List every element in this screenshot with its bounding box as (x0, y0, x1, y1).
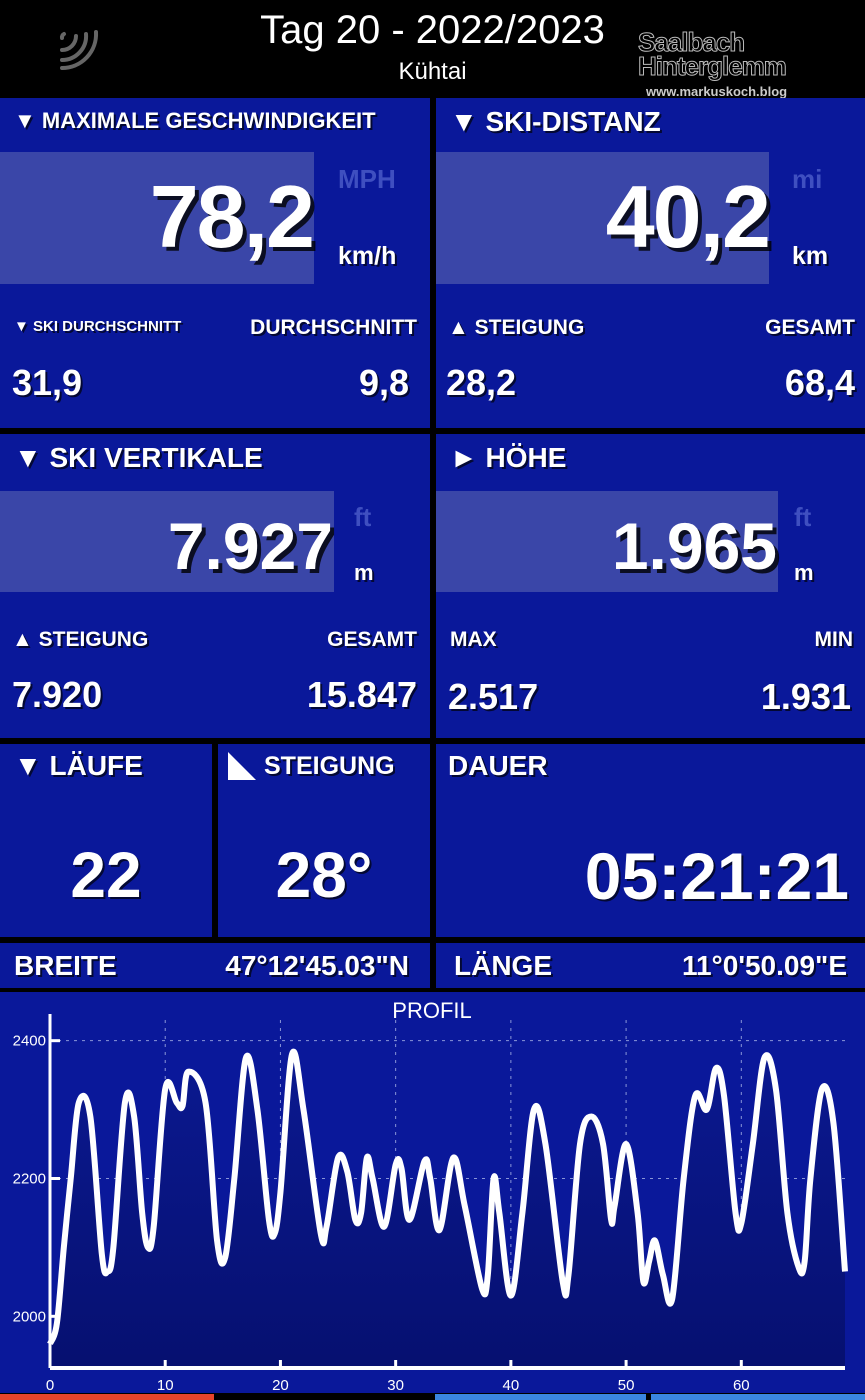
header-title: Tag 20 - 2022/2023 (260, 8, 605, 52)
y-tick-label: 2000 (13, 1308, 46, 1325)
y-tick-label: 2200 (13, 1170, 46, 1187)
x-tick-label: 40 (503, 1377, 520, 1393)
vertical-climb-label: ▲ STEIGUNG (12, 628, 149, 651)
vertical-alt-unit[interactable]: ft (354, 502, 372, 532)
longitude-panel (436, 943, 865, 988)
x-tick-label: 30 (387, 1377, 404, 1393)
runs-value: 22 (70, 839, 142, 911)
vertical-total-value: 15.847 (306, 674, 417, 715)
longitude-value: 11°0'50.09"E (681, 950, 847, 981)
header-subtitle: Kühtai (398, 58, 467, 85)
duration-title: DAUER (448, 750, 548, 781)
altitude-max-value: 2.517 (448, 676, 539, 717)
vertical-value: 7.927 (167, 509, 333, 583)
vertical-title[interactable]: ▼ SKI VERTIKALE (14, 442, 263, 473)
speed-unit[interactable]: km/h (338, 242, 397, 270)
distance-climb-value: 28,2 (446, 362, 517, 403)
ski-avg-value: 31,9 (12, 362, 83, 403)
distance-title[interactable]: ▼ SKI-DISTANZ (450, 106, 661, 137)
distance-value: 40,2 (605, 167, 771, 266)
signal-waves-icon[interactable] (56, 26, 104, 72)
ski-avg-label: ▼ SKI DURCHSCHNITT (14, 318, 182, 335)
altitude-max-label: MAX (450, 628, 497, 651)
runs-panel[interactable] (0, 744, 212, 937)
tab-red[interactable] (0, 1394, 214, 1400)
altitude-unit[interactable]: m (794, 560, 814, 585)
logo-text: Saalbach Hinterglemm (638, 27, 788, 81)
vertical-total-label: GESAMT (327, 628, 417, 651)
latitude-value: 47°12'45.03"N (225, 950, 409, 981)
slope-title: STEIGUNG (264, 752, 395, 780)
x-tick-label: 50 (618, 1377, 635, 1393)
vertical-highlight (0, 491, 334, 592)
profile-line (47, 1048, 848, 1346)
runs-title[interactable]: ▼ LÄUFE (14, 750, 143, 781)
slope-value: 28° (275, 839, 373, 911)
speed-alt-unit[interactable]: MPH (338, 164, 396, 194)
altitude-alt-unit[interactable]: ft (794, 502, 812, 532)
duration-panel[interactable] (436, 744, 865, 937)
x-tick-label: 20 (272, 1377, 289, 1393)
x-tick-label: 0 (46, 1377, 54, 1393)
duration-value: 05:21:21 (584, 839, 849, 913)
latitude-label: BREITE (14, 950, 117, 981)
altitude-value: 1.965 (611, 509, 777, 583)
chart-title: PROFIL (392, 998, 471, 1023)
tab-blue-1[interactable] (435, 1394, 646, 1400)
x-tick-label: 60 (733, 1377, 750, 1393)
distance-unit[interactable]: km (792, 242, 829, 270)
distance-highlight (436, 152, 769, 284)
tab-blue-2[interactable] (651, 1394, 865, 1400)
slope-panel[interactable] (218, 744, 430, 937)
vertical-climb-value: 7.920 (12, 674, 103, 715)
speed-title[interactable]: ▼ MAXIMALE GESCHWINDIGKEIT (14, 108, 376, 133)
x-tick-label: 10 (157, 1377, 174, 1393)
logo-url: www.markuskoch.blog (646, 84, 788, 99)
speed-highlight (0, 152, 314, 284)
distance-alt-unit[interactable]: mi (792, 164, 823, 194)
avg-label: DURCHSCHNITT (250, 316, 417, 339)
distance-total-label: GESAMT (765, 316, 855, 339)
longitude-label: LÄNGE (454, 950, 552, 981)
profile-area (50, 1051, 845, 1368)
y-tick-label: 2400 (13, 1033, 46, 1050)
altitude-min-label: MIN (814, 628, 854, 651)
latitude-panel (0, 943, 430, 988)
avg-value: 9,8 (358, 362, 409, 403)
profile-chart: PROFIL 0 10 20 30 40 50 60 2000 2200 2400 (0, 992, 865, 1393)
speed-value: 78,2 (149, 167, 315, 266)
resort-logo: Saalbach Hinterglemm www.markuskoch.blog (638, 27, 833, 100)
vertical-unit[interactable]: m (354, 560, 374, 585)
altitude-min-value: 1.931 (760, 676, 851, 717)
altitude-title[interactable]: ► HÖHE (450, 442, 567, 473)
distance-total-value: 68,4 (784, 362, 855, 403)
distance-climb-label: ▲ STEIGUNG (448, 316, 585, 339)
slope-triangle-icon (228, 752, 258, 780)
altitude-highlight (436, 491, 778, 592)
